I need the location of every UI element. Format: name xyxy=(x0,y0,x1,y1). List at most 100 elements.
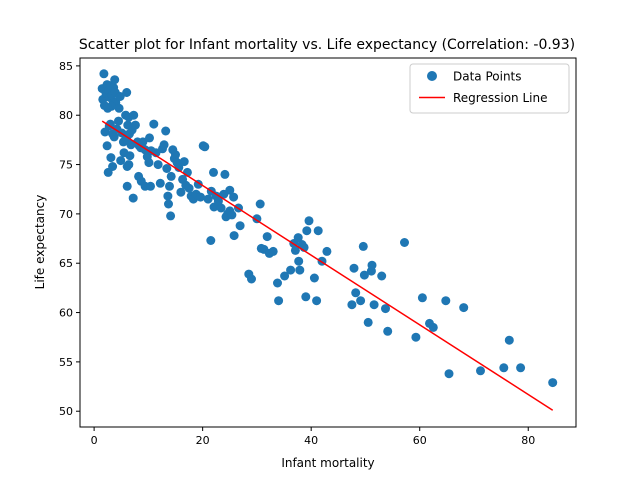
data-point xyxy=(262,232,272,242)
data-point xyxy=(106,153,116,163)
data-point xyxy=(165,181,174,191)
data-point xyxy=(459,303,469,313)
y-tick-label: 60 xyxy=(59,307,73,320)
data-point xyxy=(200,142,210,152)
data-point xyxy=(129,110,139,120)
data-point xyxy=(274,296,284,306)
data-point xyxy=(179,157,189,167)
data-point xyxy=(256,243,266,253)
data-point xyxy=(268,246,278,256)
legend-box xyxy=(409,63,570,114)
data-point xyxy=(295,265,305,275)
data-point xyxy=(347,300,357,310)
data-point xyxy=(102,141,112,151)
data-point xyxy=(441,296,451,306)
data-point xyxy=(153,160,163,170)
data-point xyxy=(110,75,120,85)
data-point xyxy=(146,181,155,191)
data-point xyxy=(255,199,265,209)
legend-scatter-marker xyxy=(427,71,437,81)
data-point xyxy=(499,363,509,373)
data-point xyxy=(229,231,239,241)
data-point xyxy=(247,274,256,284)
y-tick-label: 65 xyxy=(59,257,73,270)
data-point xyxy=(196,192,205,202)
plot-frame xyxy=(79,57,577,428)
data-point xyxy=(171,150,180,160)
data-point xyxy=(304,216,314,226)
data-point xyxy=(227,210,237,220)
data-point xyxy=(213,196,223,206)
data-point xyxy=(290,245,300,255)
data-point xyxy=(504,335,514,345)
data-point xyxy=(225,185,235,195)
data-point xyxy=(220,169,230,179)
y-tick-label: 75 xyxy=(59,159,73,172)
data-point xyxy=(159,140,169,150)
data-point xyxy=(115,92,125,101)
plot-area xyxy=(97,69,558,411)
data-point xyxy=(105,119,115,129)
data-point xyxy=(99,69,109,79)
data-point xyxy=(166,211,176,221)
data-point xyxy=(309,273,319,283)
data-point xyxy=(166,171,176,181)
data-point xyxy=(359,270,369,280)
legend: Data Points Regression Line xyxy=(409,63,570,114)
data-point xyxy=(280,271,290,281)
y-tick-label: 55 xyxy=(59,356,73,369)
data-point xyxy=(302,226,312,236)
data-point xyxy=(144,158,154,168)
data-point xyxy=(206,236,216,245)
data-point xyxy=(184,183,194,193)
data-point xyxy=(155,178,165,188)
chart-title: Scatter plot for Infant mortality vs. Li… xyxy=(79,37,575,53)
y-axis-label: Life expectancy xyxy=(33,195,47,290)
x-tick-label: 20 xyxy=(196,434,210,447)
data-point xyxy=(209,167,218,177)
data-point xyxy=(103,103,113,113)
data-point xyxy=(122,88,132,97)
data-point xyxy=(114,103,124,113)
data-point xyxy=(349,263,359,273)
data-point xyxy=(377,271,387,281)
data-point xyxy=(356,296,366,306)
data-point xyxy=(301,292,311,302)
data-point xyxy=(116,156,126,166)
data-point xyxy=(358,241,368,251)
data-point xyxy=(216,203,226,213)
data-point xyxy=(381,304,390,314)
data-point xyxy=(229,192,239,202)
data-point xyxy=(411,332,421,342)
data-point xyxy=(312,296,322,306)
data-point xyxy=(176,187,186,197)
axes: 0 20 40 60 80 50 55 60 65 70 75 80 85 xyxy=(59,57,577,447)
data-point xyxy=(428,322,438,332)
data-point xyxy=(174,163,184,172)
data-point xyxy=(322,246,332,256)
data-point xyxy=(273,278,282,288)
data-point xyxy=(476,366,485,376)
regression-line xyxy=(101,120,554,411)
y-tick-label: 80 xyxy=(59,109,73,122)
data-point xyxy=(235,221,245,231)
y-tick-label: 70 xyxy=(59,208,73,221)
data-point xyxy=(130,120,140,130)
data-point xyxy=(294,256,304,266)
data-point xyxy=(313,226,323,236)
data-point xyxy=(149,119,159,129)
data-point xyxy=(363,317,373,327)
data-point xyxy=(286,265,296,275)
data-point xyxy=(548,378,558,388)
data-point xyxy=(114,116,123,126)
data-point xyxy=(516,363,526,373)
data-point xyxy=(138,137,148,147)
y-tick-label: 85 xyxy=(59,60,73,73)
data-point xyxy=(128,193,138,203)
data-point xyxy=(367,260,377,270)
data-point xyxy=(369,300,379,310)
data-point xyxy=(164,199,173,209)
legend-label-regression-line: Regression Line xyxy=(453,91,547,105)
y-tick-label: 50 xyxy=(59,405,73,418)
